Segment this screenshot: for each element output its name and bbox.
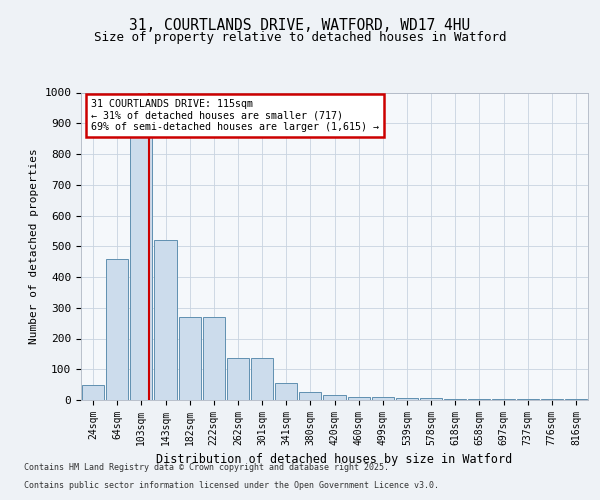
Bar (444, 399, 466, 400)
Bar (106, 258, 128, 400)
Bar (541, 399, 563, 400)
Bar (227, 358, 249, 400)
Bar (251, 358, 273, 400)
Bar (82, 384, 104, 400)
Bar (347, 397, 370, 400)
Text: 31, COURTLANDS DRIVE, WATFORD, WD17 4HU: 31, COURTLANDS DRIVE, WATFORD, WD17 4HU (130, 18, 470, 32)
Bar (130, 105, 152, 400)
Text: Size of property relative to detached houses in Watford: Size of property relative to detached ho… (94, 31, 506, 44)
Bar (323, 396, 346, 400)
Text: Contains HM Land Registry data © Crown copyright and database right 2025.: Contains HM Land Registry data © Crown c… (24, 464, 389, 472)
Bar (203, 317, 225, 400)
Bar (154, 240, 176, 400)
Bar (396, 398, 418, 400)
Bar (468, 399, 490, 400)
Bar (493, 399, 515, 400)
Bar (565, 399, 587, 400)
Bar (179, 317, 201, 400)
Bar (420, 398, 442, 400)
Bar (371, 397, 394, 400)
Text: Contains public sector information licensed under the Open Government Licence v3: Contains public sector information licen… (24, 481, 439, 490)
Bar (299, 392, 322, 400)
Y-axis label: Number of detached properties: Number of detached properties (29, 148, 39, 344)
Bar (275, 383, 298, 400)
Text: 31 COURTLANDS DRIVE: 115sqm
← 31% of detached houses are smaller (717)
69% of se: 31 COURTLANDS DRIVE: 115sqm ← 31% of det… (91, 98, 379, 132)
X-axis label: Distribution of detached houses by size in Watford: Distribution of detached houses by size … (157, 454, 512, 466)
Bar (517, 399, 539, 400)
